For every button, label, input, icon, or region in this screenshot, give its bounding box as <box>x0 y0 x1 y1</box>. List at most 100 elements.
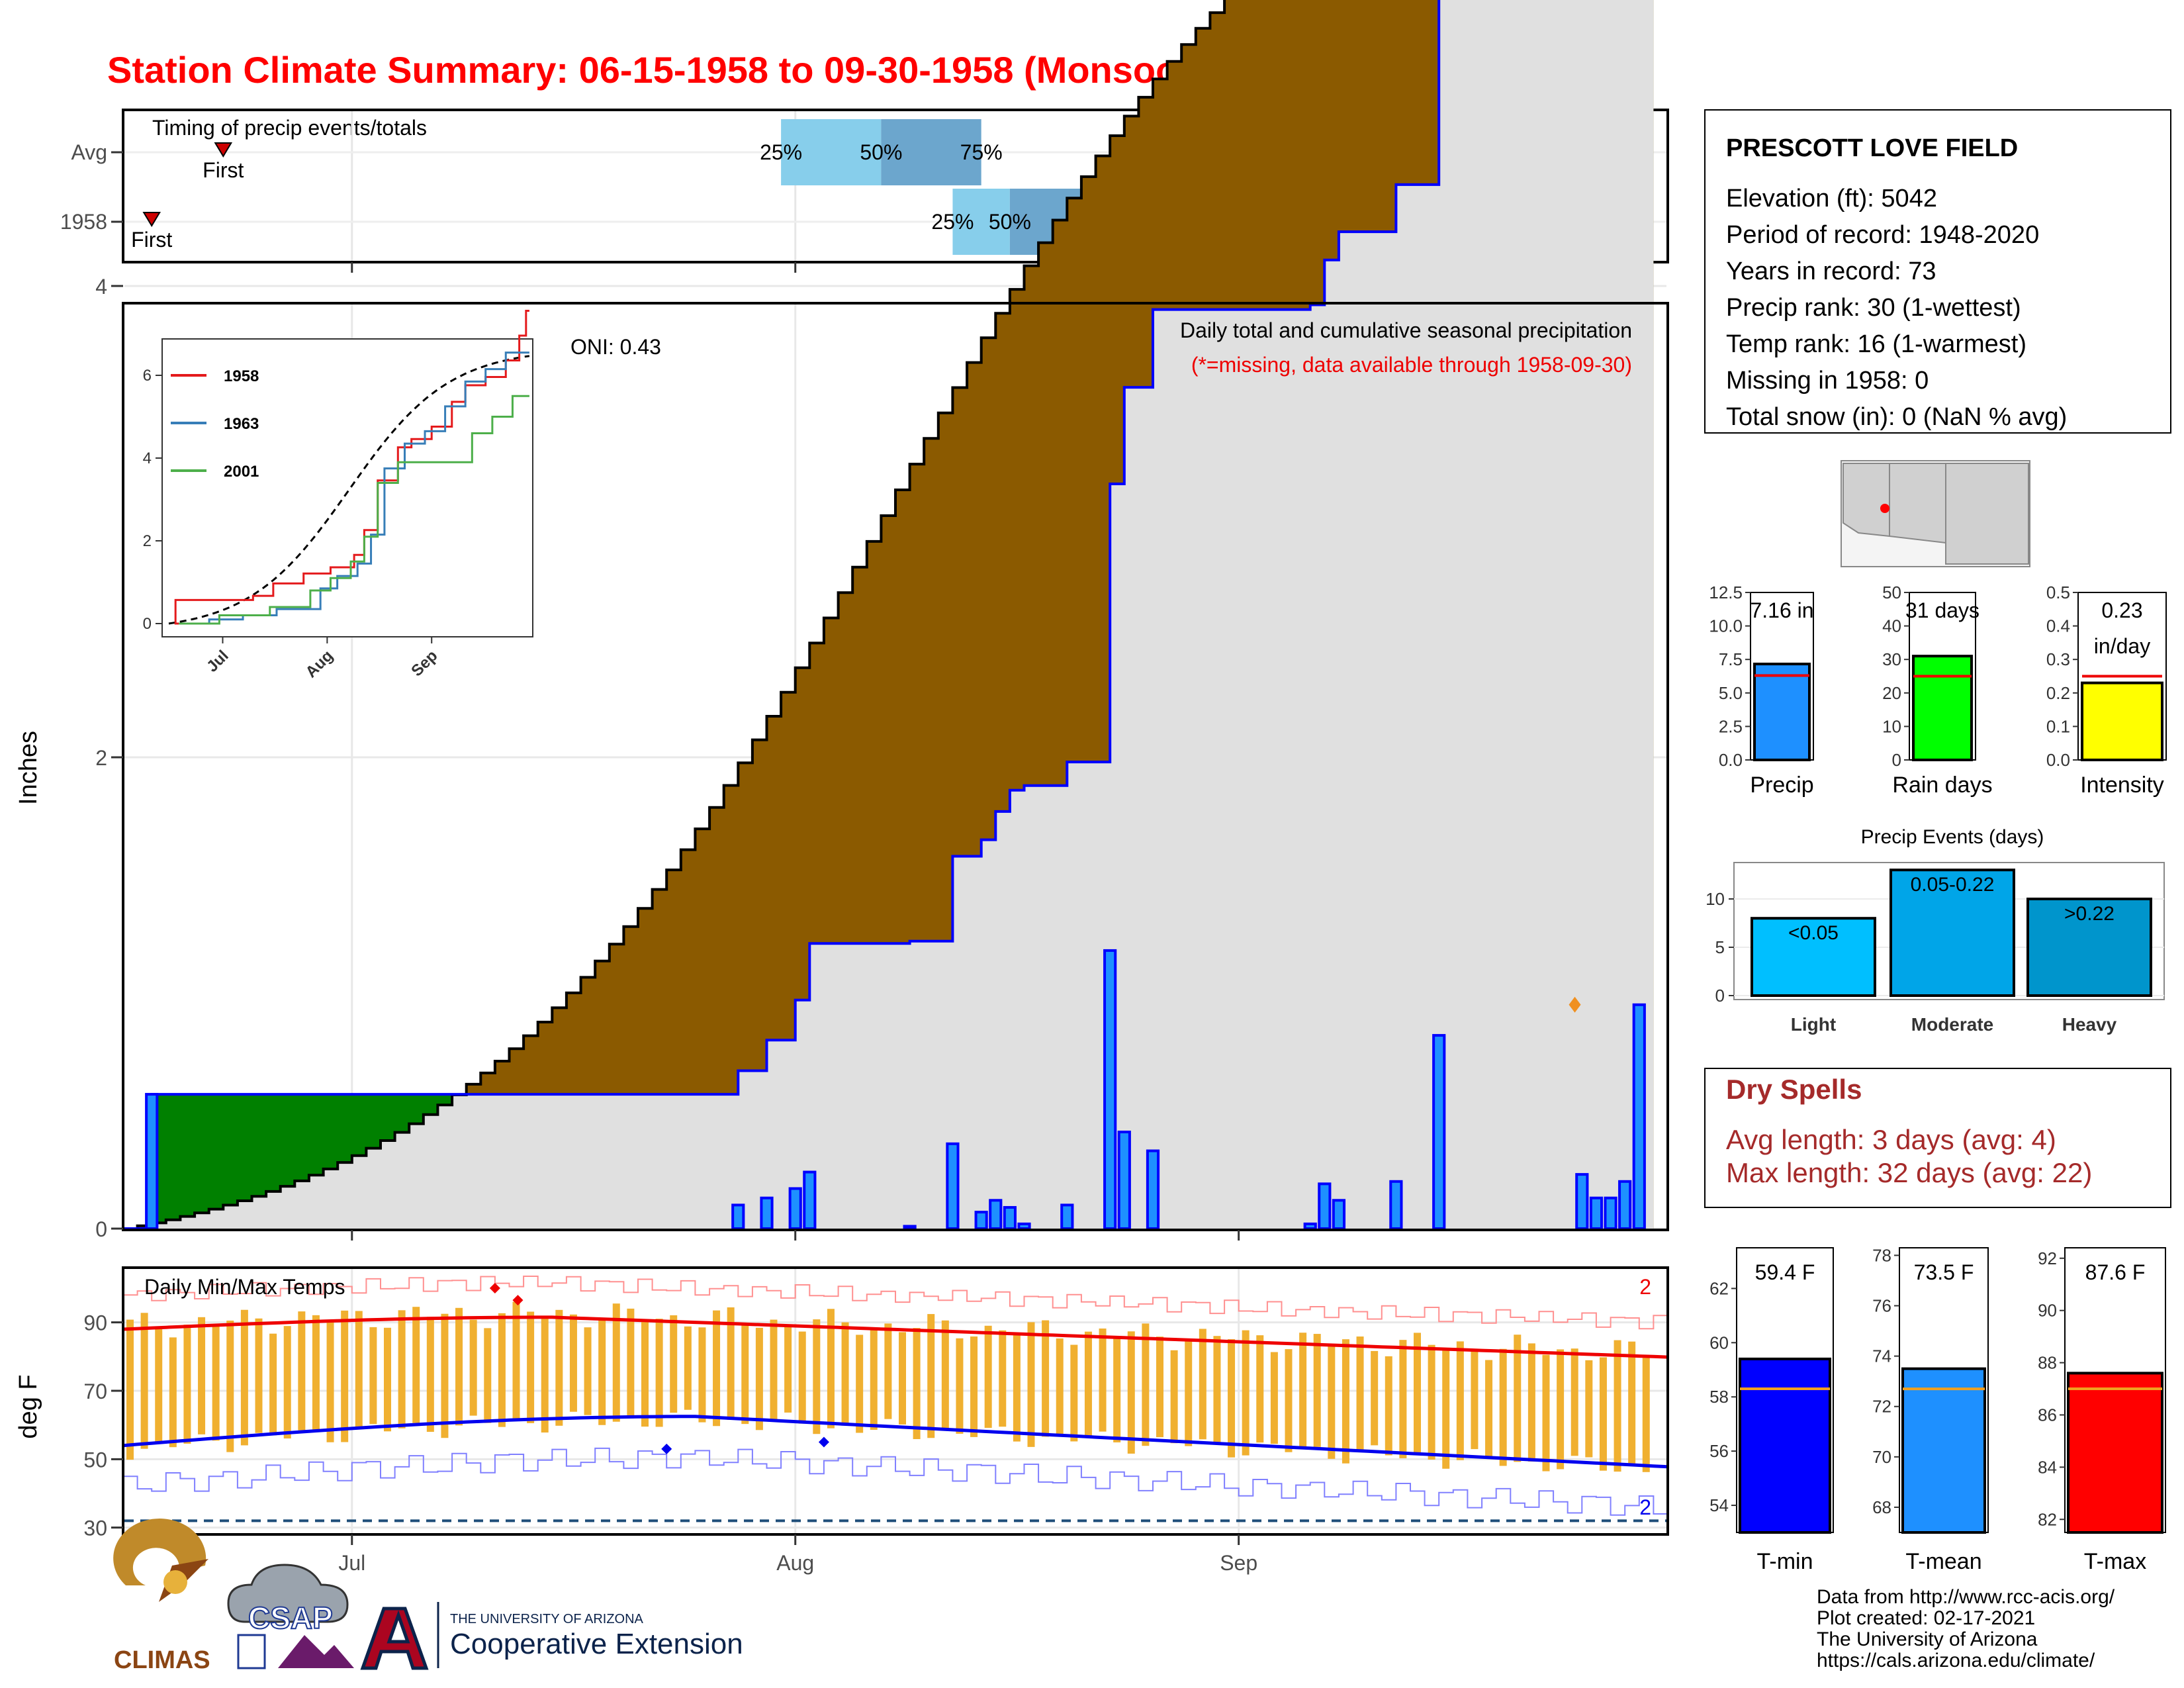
temp-frame <box>122 1266 1669 1536</box>
daily-precip-bar <box>803 1170 817 1231</box>
page-title: Station Climate Summary: 06-15-1958 to 0… <box>107 49 1355 91</box>
university-of-arizona-logo: THE UNIVERSITY OF ARIZONA Cooperative Ex… <box>360 1602 743 1670</box>
summary-y-tick-label: 2.5 <box>1719 716 1743 736</box>
record-marker <box>489 1283 500 1293</box>
daily-temp-bar <box>183 1325 191 1444</box>
station-frame <box>1704 109 2171 434</box>
daily-temp-bar <box>913 1328 921 1440</box>
daily-temp-bar <box>1356 1336 1364 1451</box>
summary-bars: 0.0 2.5 5.0 7.5 10.0 12.5 7.16 in Precip 0 10 20 30… <box>1709 583 2167 798</box>
new-mexico-shape <box>1889 463 1946 544</box>
daily-temp-bar <box>412 1307 420 1423</box>
credit-line: Plot created: 02-17-2021 <box>1817 1607 2035 1629</box>
daily-precip-bar <box>1332 1199 1346 1231</box>
events-y-tick-label: 10 <box>1706 889 1725 909</box>
temp-summary-y-tick-label: 86 <box>2038 1405 2057 1425</box>
daily-temp-bar <box>255 1318 263 1433</box>
daily-temp-bar <box>684 1326 692 1410</box>
daily-precip-bar <box>1003 1205 1017 1230</box>
daily-temp-bar <box>1428 1344 1435 1460</box>
event-bar <box>1751 917 1876 997</box>
daily-temp-bar <box>1371 1350 1379 1446</box>
inset-2001-line <box>179 395 529 625</box>
temp-summary-y-tick-label: 58 <box>1709 1387 1729 1407</box>
ua-small-text: THE UNIVERSITY OF ARIZONA <box>450 1612 644 1626</box>
daily-precip-bar <box>1318 1182 1332 1230</box>
daily-temp-bar <box>698 1327 706 1423</box>
daily-temp-bar <box>269 1333 277 1436</box>
temp-summary-y-tick-label: 82 <box>2038 1509 2057 1529</box>
daily-precip-bar <box>989 1199 1003 1231</box>
temp-summary-y-tick-label: 60 <box>1709 1333 1729 1352</box>
summary-value-bar <box>1912 655 1973 762</box>
record-marker <box>818 1436 829 1448</box>
daily-temp-bar <box>1642 1358 1650 1472</box>
inset-frame <box>161 338 533 637</box>
record-high-line <box>123 1276 1668 1330</box>
daily-precip-bar <box>1103 949 1117 1231</box>
station-info-line: Period of record: 1948-2020 <box>1726 221 2039 249</box>
timing-row-label: 1958 <box>60 210 107 234</box>
temp-y-tick-label: 50 <box>83 1448 107 1472</box>
event-bar-value: <0.05 <box>1788 922 1839 944</box>
temp-summary-bar <box>2067 1372 2163 1534</box>
temp-summary-y-tick-label: 72 <box>1872 1397 1891 1417</box>
daily-temp-bar <box>326 1319 334 1442</box>
events-y-tick-label: 0 <box>1715 986 1725 1006</box>
oni-label: ONI: 0.43 <box>570 335 661 359</box>
cumulative-1958-line <box>123 0 1441 1230</box>
daily-temp-bar <box>1456 1341 1464 1460</box>
record-low-line <box>123 1447 1668 1516</box>
daily-temp-bar <box>498 1313 506 1427</box>
event-bar-label: Light <box>1791 1014 1836 1035</box>
daily-temp-bar <box>655 1319 663 1427</box>
temp-summary-y-tick-label: 74 <box>1872 1346 1891 1366</box>
daily-temp-bar <box>999 1330 1007 1427</box>
daily-temp-bar <box>1084 1331 1092 1438</box>
daily-temp-bar <box>670 1315 678 1413</box>
daily-temp-bar <box>341 1310 349 1442</box>
temp-panel: Daily Min/Max Temps 2 2 30 50 70 90 Jul Aug Sep <box>83 1266 1669 1575</box>
daily-temp-bar <box>212 1324 220 1441</box>
daily-temp-bar <box>1570 1348 1578 1456</box>
daily-temp-bar <box>1042 1320 1050 1437</box>
daily-temp-bar <box>140 1313 148 1449</box>
precip-y-tick-label: 2 <box>95 746 107 770</box>
precip-y-tick-label: 0 <box>95 1217 107 1241</box>
daily-temp-bar <box>1414 1333 1421 1454</box>
temp-summary-y-tick-label: 92 <box>2038 1248 2057 1268</box>
max-precip-marker <box>1569 996 1581 1013</box>
temp-summary-value: 59.4 F <box>1755 1260 1815 1284</box>
temp-summary-y-tick-label: 54 <box>1709 1495 1729 1515</box>
daily-temp-bar <box>727 1307 735 1420</box>
summary-value-label: 31 days <box>1905 598 1979 622</box>
daily-temp-bar <box>384 1327 391 1432</box>
daily-temp-bar <box>1557 1349 1565 1470</box>
station-info-line: Precip rank: 30 (1-wettest) <box>1726 294 2021 322</box>
station-info-box: PRESCOTT LOVE FIELD Elevation (ft): 5042… <box>1704 109 2171 434</box>
dry-frame <box>1704 1068 2171 1208</box>
ua-big-text: Cooperative Extension <box>450 1628 743 1660</box>
summary-y-tick-label: 40 <box>1882 616 1901 636</box>
daily-precip-bar <box>1303 1222 1317 1231</box>
temp-y-tick-label: 30 <box>83 1517 107 1540</box>
daily-precip-bar <box>1017 1222 1031 1231</box>
daily-precip-bar <box>1060 1203 1074 1231</box>
daily-temp-bar <box>1485 1360 1493 1457</box>
daily-temp-bar <box>426 1317 434 1432</box>
x-axis-month-label: Sep <box>1220 1551 1257 1575</box>
temp-summary-label: T-min <box>1757 1549 1813 1574</box>
temp-y-tick-label: 70 <box>83 1380 107 1403</box>
temperature-bars: 54 56 58 60 62 59.4 F T-min 68 70 72 74 76 78 73.5 F T… <box>1709 1245 2166 1574</box>
temp-summary-y-tick-label: 76 <box>1872 1296 1891 1316</box>
daily-temp-bar <box>198 1317 206 1434</box>
daily-temp-bar <box>1328 1344 1336 1459</box>
summary-y-tick-label: 0.1 <box>2046 716 2070 736</box>
daily-temp-bar <box>1170 1350 1178 1444</box>
credits: Data from http://www.rcc-acis.org/ Plot … <box>1817 1586 2115 1671</box>
daily-temp-bar <box>970 1336 978 1437</box>
daily-temp-bar <box>713 1310 721 1427</box>
station-name: PRESCOTT LOVE FIELD <box>1726 134 2018 162</box>
temp-summary-y-tick-label: 88 <box>2038 1353 2057 1373</box>
precip-missing-note: (*=missing, data available through 1958-… <box>1191 353 1632 377</box>
